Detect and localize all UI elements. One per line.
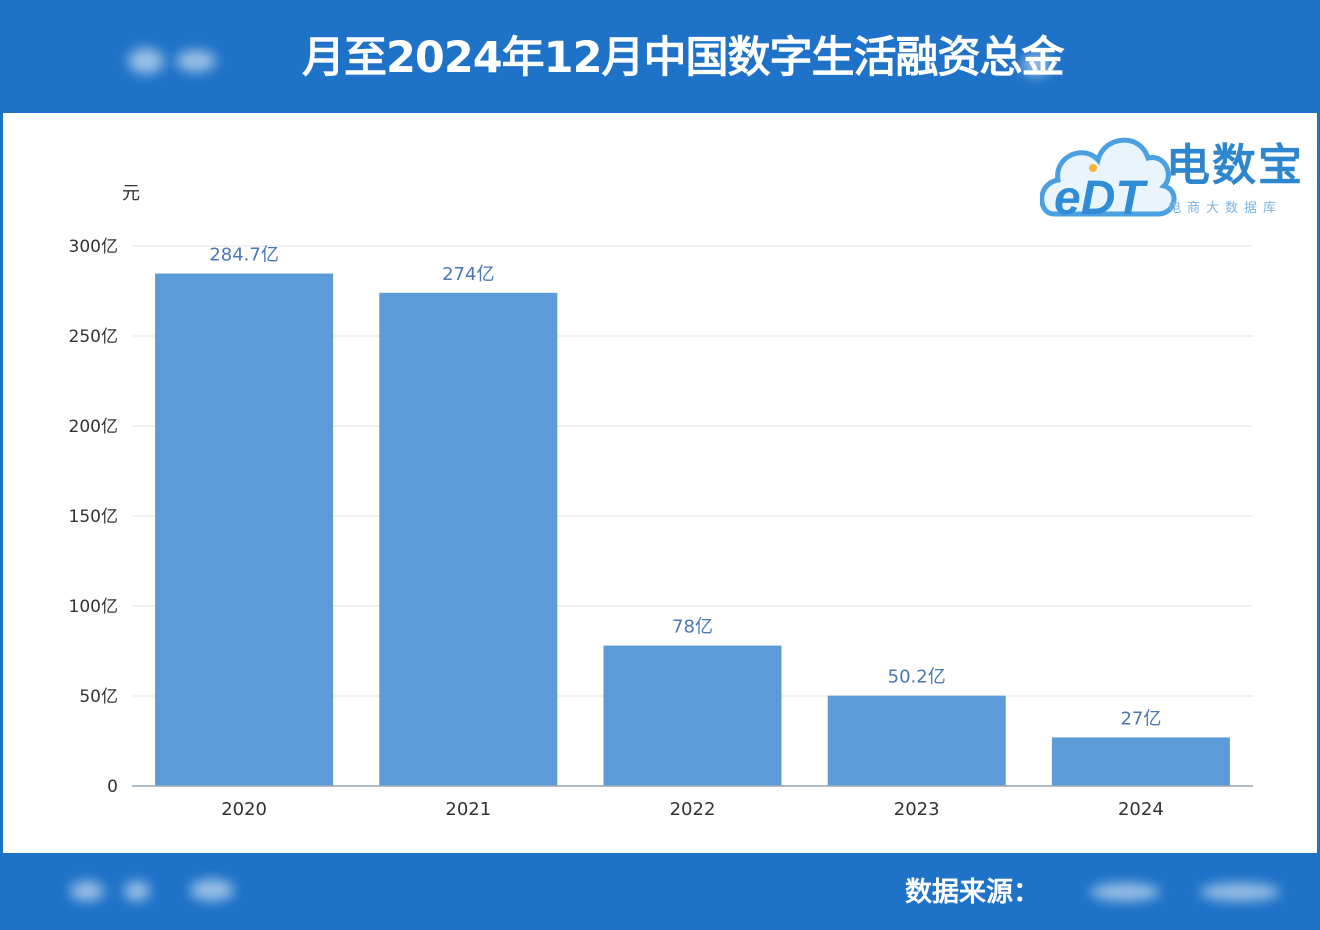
bar bbox=[379, 292, 558, 786]
blurred-text-fragment bbox=[1022, 54, 1050, 76]
y-tick-label: 200亿 bbox=[69, 417, 118, 437]
data-label: 50.2亿 bbox=[888, 667, 946, 688]
data-label: 284.7亿 bbox=[209, 245, 279, 266]
blurred-text-fragment bbox=[128, 48, 164, 74]
data-label: 27亿 bbox=[1120, 708, 1161, 729]
data-label: 274亿 bbox=[442, 264, 494, 285]
footer-banner bbox=[0, 853, 1320, 930]
bar bbox=[603, 645, 782, 786]
blurred-text-fragment bbox=[190, 879, 234, 901]
y-axis-unit: 元 bbox=[122, 183, 140, 204]
bar bbox=[1051, 737, 1230, 786]
logo-dot-icon bbox=[1089, 164, 1097, 172]
edt-logo: eDT bbox=[1040, 137, 1177, 222]
x-tick-label: 2022 bbox=[670, 799, 716, 820]
y-tick-label: 50亿 bbox=[79, 687, 118, 707]
y-tick-label: 0 bbox=[107, 777, 118, 797]
logo-mark: eDT bbox=[1054, 172, 1148, 222]
chart-title: 月至2024年12月中国数字生活融资总金 bbox=[302, 33, 1065, 83]
y-tick-label: 250亿 bbox=[69, 327, 118, 347]
bar bbox=[155, 273, 334, 786]
y-tick-label: 100亿 bbox=[69, 597, 118, 617]
logo-name: 电数宝 bbox=[1166, 140, 1304, 191]
logo-subtitle: 电商大数据库 bbox=[1168, 201, 1283, 216]
x-tick-label: 2023 bbox=[894, 799, 940, 820]
title-banner: 月至2024年12月中国数字生活融资总金 bbox=[0, 0, 1320, 113]
x-tick-label: 2024 bbox=[1118, 799, 1164, 820]
data-label: 78亿 bbox=[672, 617, 713, 638]
blurred-text-fragment bbox=[124, 881, 150, 901]
y-tick-label: 300亿 bbox=[69, 237, 118, 257]
x-tick-label: 2021 bbox=[445, 799, 491, 820]
blurred-text-fragment bbox=[176, 50, 216, 72]
blurred-text-fragment bbox=[70, 881, 104, 901]
blurred-text-fragment bbox=[1090, 883, 1160, 901]
blurred-text-fragment bbox=[1200, 883, 1280, 901]
bar bbox=[827, 695, 1006, 786]
x-tick-label: 2020 bbox=[221, 799, 267, 820]
data-source-label: 数据来源： bbox=[905, 877, 1040, 908]
cloud-icon bbox=[1040, 137, 1177, 217]
y-tick-label: 150亿 bbox=[69, 507, 118, 527]
